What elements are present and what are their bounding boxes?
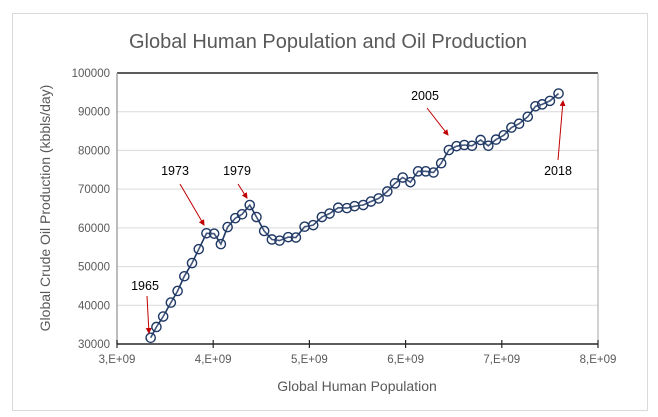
data-point — [435, 157, 447, 169]
data-point — [179, 270, 190, 282]
data-point — [466, 140, 478, 152]
annotation-arrow — [557, 100, 566, 161]
annotation-arrow — [237, 183, 248, 199]
data-point — [498, 130, 510, 141]
data-point — [266, 234, 278, 245]
data-point — [544, 95, 556, 107]
x-tick-label: 5,E+09 — [291, 354, 328, 366]
y-tick-label: 30000 — [78, 339, 110, 351]
data-point — [172, 285, 183, 297]
annotation-arrow — [179, 183, 205, 226]
data-point — [165, 297, 177, 308]
x-tick-label: 4,E+09 — [195, 354, 232, 366]
gridlines — [117, 111, 598, 306]
data-point — [458, 139, 470, 151]
data-point — [451, 140, 462, 152]
x-axis-label: Global Human Population — [277, 378, 437, 394]
data-point — [420, 166, 432, 177]
chart-title: Global Human Population and Oil Producti… — [129, 31, 527, 53]
data-point — [373, 193, 384, 204]
data-point — [157, 311, 169, 322]
data-line — [149, 92, 560, 339]
data-point — [186, 257, 198, 269]
data-point — [201, 227, 212, 239]
y-tick-label: 90000 — [78, 107, 110, 119]
data-point — [522, 111, 534, 123]
data-point — [274, 235, 285, 246]
data-point — [251, 211, 262, 223]
annotation-arrow — [426, 107, 449, 136]
y-tick-label: 70000 — [78, 184, 110, 196]
x-tick-label: 7,E+09 — [483, 354, 520, 366]
data-point — [307, 219, 319, 231]
annotation-label: 1965 — [131, 279, 159, 293]
x-tick-label: 6,E+09 — [387, 354, 424, 366]
annotation-label: 1979 — [223, 164, 251, 178]
x-tick-label: 3,E+09 — [99, 354, 136, 366]
data-point — [428, 167, 439, 178]
data-point — [299, 221, 310, 232]
x-tick-label: 8,E+09 — [580, 354, 617, 366]
data-point — [405, 176, 416, 188]
data-point — [244, 199, 256, 211]
data-point — [145, 332, 156, 344]
data-point — [412, 166, 424, 177]
data-point — [341, 202, 353, 214]
data-point — [208, 228, 220, 239]
y-tick-label: 50000 — [78, 262, 110, 274]
data-point — [215, 238, 227, 250]
data-point — [290, 232, 302, 243]
data-point — [222, 221, 233, 233]
x-tick-labels: 3,E+09 4,E+09 5,E+09 6,E+09 7,E+09 8,E+09 — [99, 354, 617, 366]
data-point — [397, 172, 409, 183]
data-point — [389, 178, 401, 189]
data-point — [483, 140, 494, 152]
y-tick-label: 100000 — [72, 68, 110, 80]
data-point — [193, 243, 205, 255]
annotation-label: 2005 — [411, 89, 439, 103]
data-point — [324, 208, 335, 219]
data-point — [382, 186, 393, 197]
series-line — [149, 92, 560, 339]
annotation-label: 2018 — [544, 164, 572, 178]
annotations: 1965 1973 1979 2005 2018 — [131, 89, 572, 334]
data-point — [349, 200, 360, 212]
y-tick-label: 40000 — [78, 300, 110, 312]
y-tick-labels: 30000 40000 50000 60000 70000 80000 90000 10000… — [72, 68, 110, 351]
data-point — [332, 202, 344, 214]
annotation-label: 1973 — [161, 164, 189, 178]
annotation-arrow — [145, 295, 152, 334]
data-point — [513, 118, 525, 130]
axes — [116, 72, 599, 348]
y-tick-label: 60000 — [78, 223, 110, 235]
data-point — [258, 225, 270, 237]
data-point — [475, 134, 486, 146]
y-tick-label: 80000 — [78, 145, 110, 157]
data-point — [236, 209, 248, 220]
data-point — [151, 321, 162, 333]
y-axis-label: Global Crude Oil Production (kbbls/day) — [37, 85, 53, 332]
series-markers — [145, 88, 564, 344]
data-point — [282, 231, 294, 243]
data-point — [553, 88, 564, 99]
